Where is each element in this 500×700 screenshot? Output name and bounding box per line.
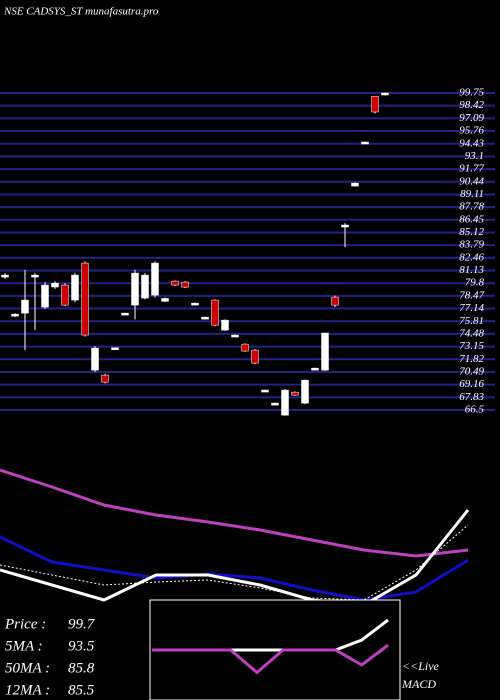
y-tick-label: 95.76 (459, 125, 484, 137)
y-tick-label: 89.11 (460, 188, 484, 200)
candle-body (271, 402, 279, 406)
y-tick-label: 90.44 (459, 175, 484, 187)
candle-body (121, 312, 129, 316)
candle-body (81, 262, 89, 336)
indicator-line (0, 535, 469, 602)
stat-label: 50MA : (5, 660, 50, 676)
y-tick-label: 66.5 (465, 404, 485, 416)
stat-value: 85.8 (68, 660, 95, 676)
y-tick-label: 98.42 (459, 99, 484, 111)
candle-body (231, 334, 239, 338)
y-tick-label: 94.43 (459, 137, 484, 149)
y-tick-label: 82.46 (459, 251, 484, 263)
stat-value: 93.5 (68, 638, 95, 654)
candle-body (171, 280, 179, 286)
y-tick-label: 87.78 (459, 201, 484, 213)
macd-label: MACD (401, 677, 436, 691)
candle-body (211, 299, 219, 326)
candle-body (371, 96, 379, 113)
candle-body (41, 284, 49, 308)
y-tick-label: 70.49 (459, 365, 484, 377)
candle-body (31, 274, 39, 278)
y-tick-label: 69.16 (459, 378, 484, 390)
candle-body (361, 141, 369, 145)
indicator-line (0, 524, 469, 601)
y-tick-label: 91.77 (459, 163, 484, 175)
stat-value: 99.7 (68, 616, 96, 632)
y-tick-label: 78.47 (459, 289, 484, 301)
candle-body (291, 391, 299, 396)
candle-body (131, 272, 139, 306)
y-tick-label: 73.15 (459, 340, 484, 352)
y-tick-label: 93.1 (465, 150, 484, 162)
candle-body (381, 92, 389, 96)
candle-body (251, 349, 259, 364)
candle-body (21, 299, 29, 314)
candle-body (261, 389, 269, 393)
candle-body (321, 332, 329, 371)
live-label: <<Live (402, 659, 440, 673)
candle-body (311, 367, 319, 371)
y-tick-label: 74.48 (459, 327, 484, 339)
candle-body (101, 374, 109, 383)
candle-body (341, 224, 349, 228)
indicator-line (0, 468, 469, 558)
candle-body (11, 313, 19, 317)
y-tick-label: 79.8 (465, 277, 485, 289)
candle-body (91, 347, 99, 371)
candle-body (331, 296, 339, 306)
candle-body (191, 302, 199, 306)
indicator-line (0, 509, 470, 607)
indicator-line (152, 643, 389, 675)
y-tick-label: 83.79 (459, 239, 484, 251)
candle-body (351, 182, 359, 187)
candle-body (51, 282, 59, 288)
candle-body (71, 274, 79, 301)
y-tick-label: 97.09 (459, 112, 484, 124)
stat-value: 85.5 (68, 682, 95, 698)
candle-body (151, 262, 159, 296)
stat-label: Price : (4, 616, 46, 632)
candle-body (161, 298, 169, 302)
chart-title: NSE CADSYS_ST munafasutra.pro (3, 6, 159, 18)
y-tick-label: 99.75 (459, 87, 484, 99)
candle-body (111, 347, 119, 350)
candle-body (301, 379, 309, 404)
candle-body (1, 274, 9, 278)
candle-body (221, 319, 229, 331)
y-tick-label: 71.82 (459, 353, 484, 365)
candle-body (201, 316, 209, 320)
stat-label: 12MA : (5, 682, 50, 698)
y-tick-label: 85.12 (459, 226, 484, 238)
y-tick-label: 75.81 (459, 315, 484, 327)
candle-body (241, 343, 249, 352)
stat-label: 5MA : (5, 638, 43, 654)
y-tick-label: 81.13 (459, 264, 484, 276)
y-tick-label: 86.45 (459, 213, 484, 225)
y-tick-label: 67.83 (459, 391, 484, 403)
candle-body (61, 284, 69, 306)
candle-body (141, 274, 149, 299)
y-tick-label: 77.14 (459, 302, 484, 314)
candle-body (281, 389, 289, 416)
candle-body (181, 281, 189, 288)
